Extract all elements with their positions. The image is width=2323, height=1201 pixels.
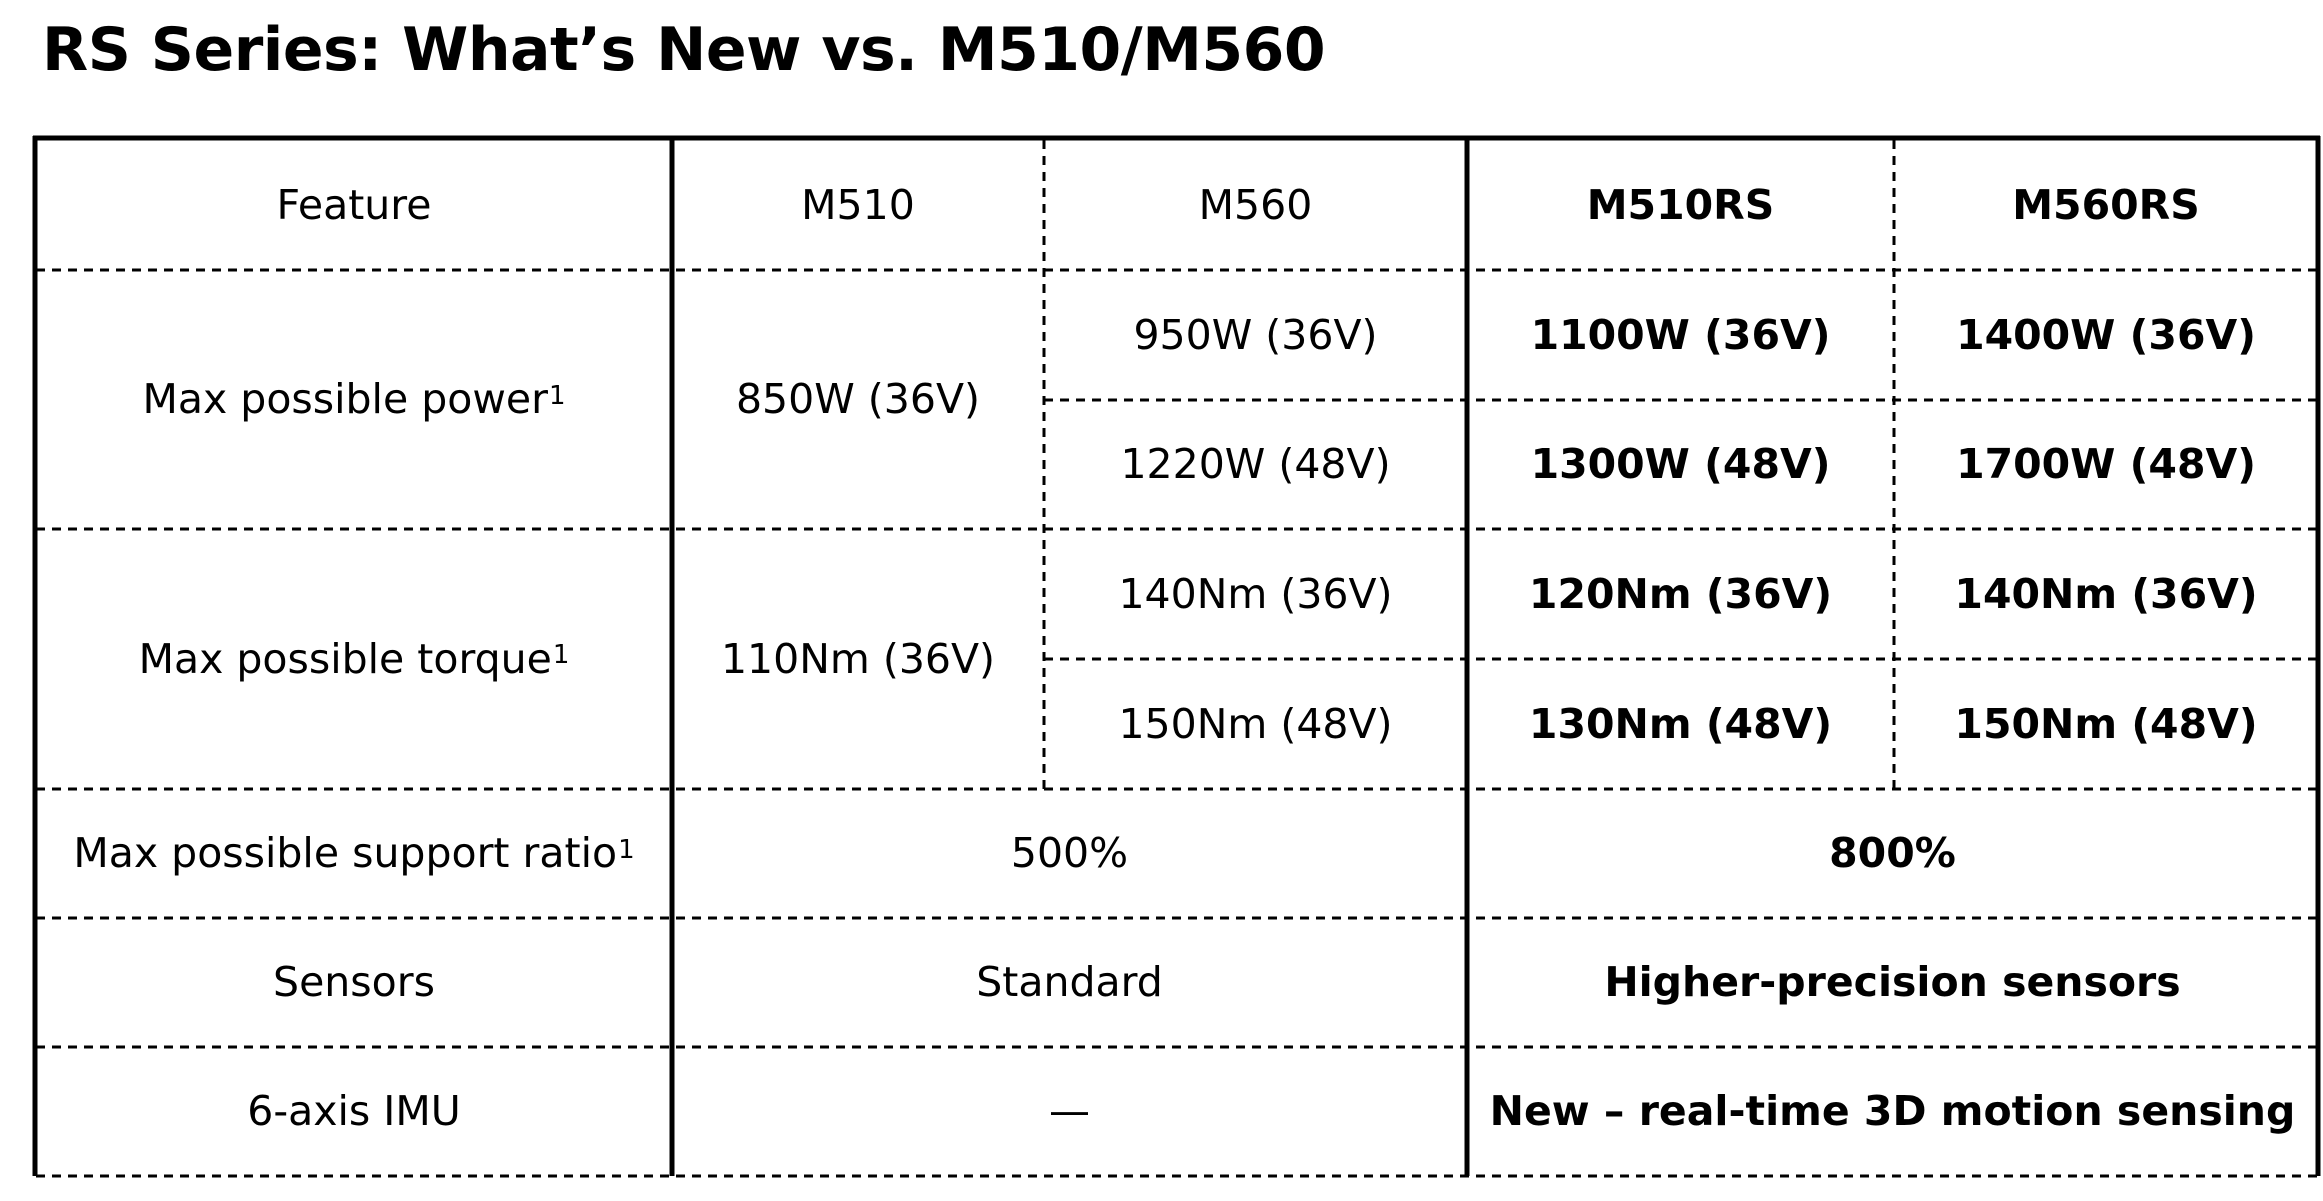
power-m510rs-48v: 1300W (48V) (1530, 440, 1831, 488)
torque-m560-48v: 150Nm (48V) (1118, 699, 1393, 748)
row-label-text: Max possible torque (138, 634, 552, 683)
power-m560-36v: 950W (36V) (1133, 310, 1378, 359)
row-label-text: Max possible power (142, 375, 548, 423)
torque-m560-36v: 140Nm (36V) (1118, 569, 1393, 618)
header-m510rs: M510RS (1586, 180, 1775, 229)
power-m560rs-48v: 1700W (48V) (1956, 440, 2256, 488)
support-ratio-rs: 800% (1829, 829, 1956, 877)
sensors-rs: Higher-precision sensors (1604, 958, 2181, 1006)
support-ratio-old: 500% (1010, 829, 1129, 877)
header-m560: M560 (1198, 180, 1313, 229)
sensors-old: Standard (976, 958, 1163, 1006)
row-label-imu: 6-axis IMU (247, 1087, 461, 1135)
row-label-support-ratio: Max possible support ratio 1 (73, 829, 635, 877)
torque-m560rs-48v: 150Nm (48V) (1954, 699, 2258, 748)
torque-m560rs-36v: 140Nm (36V) (1954, 569, 2258, 618)
header-feature: Feature (276, 180, 432, 229)
power-m510rs-36v: 1100W (36V) (1530, 310, 1831, 359)
torque-m510rs-48v: 130Nm (48V) (1528, 699, 1833, 748)
power-m510: 850W (36V) (735, 375, 981, 423)
header-m510: M510 (801, 180, 915, 229)
power-m560-48v: 1220W (48V) (1120, 440, 1391, 488)
imu-rs: New – real-time 3D motion sensing (1489, 1087, 2296, 1135)
imu-old: — (1049, 1087, 1090, 1135)
row-label-power: Max possible power 1 (142, 375, 566, 423)
row-label-sensors: Sensors (273, 958, 435, 1006)
page-title: RS Series: What’s New vs. M510/M560 (42, 15, 1326, 85)
row-label-torque: Max possible torque 1 (138, 634, 570, 683)
torque-m510rs-36v: 120Nm (36V) (1528, 569, 1833, 618)
header-m560rs: M560RS (2012, 180, 2200, 229)
row-label-text: Max possible support ratio (73, 829, 618, 877)
torque-m510: 110Nm (36V) (720, 634, 996, 683)
power-m560rs-36v: 1400W (36V) (1956, 310, 2256, 359)
